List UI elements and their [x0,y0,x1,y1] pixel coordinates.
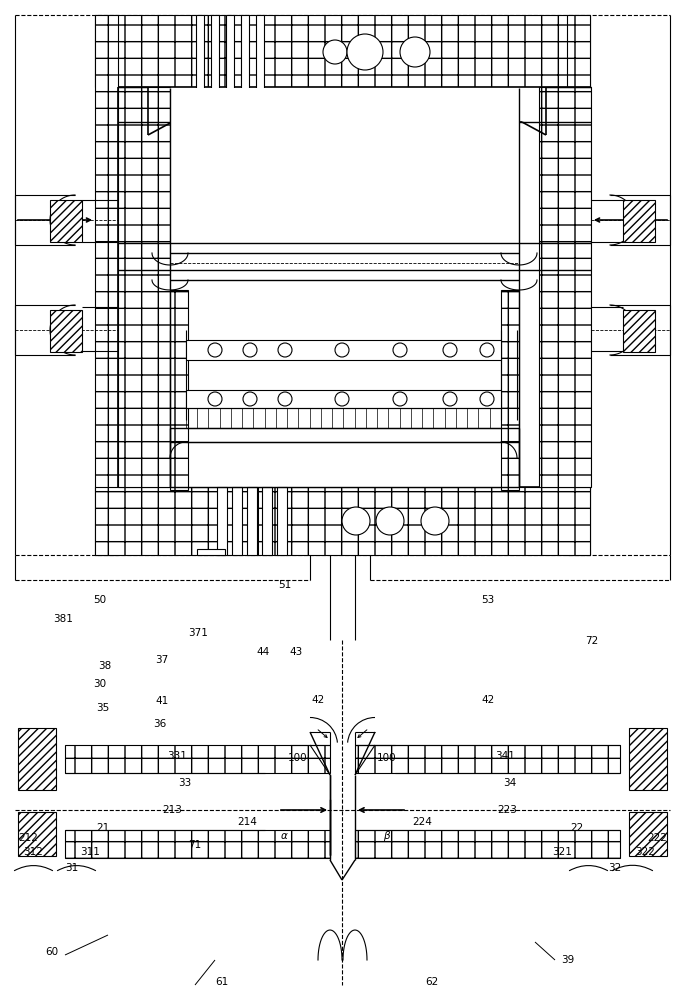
Circle shape [393,392,407,406]
Text: 322: 322 [635,847,655,857]
Text: 331: 331 [167,751,187,761]
Circle shape [421,507,449,535]
Circle shape [376,507,404,535]
Text: 22: 22 [571,823,584,833]
Bar [629,728,667,790]
Text: 341: 341 [495,751,515,761]
Bar [226,15,234,100]
Circle shape [400,37,430,67]
Circle shape [443,343,457,357]
Text: 212: 212 [18,833,38,843]
Text: 312: 312 [23,847,43,857]
Text: 72: 72 [586,636,599,646]
Bar [50,310,82,352]
Circle shape [243,343,257,357]
Circle shape [480,343,494,357]
Text: 51: 51 [278,580,292,590]
Circle shape [342,507,370,535]
Bar [170,253,519,283]
Text: β: β [383,831,389,841]
Circle shape [243,392,257,406]
Bar [118,87,567,487]
Circle shape [335,392,349,406]
Bar [539,87,591,487]
Text: 62: 62 [425,977,438,987]
Bar [196,15,204,100]
Bar [277,487,287,555]
Circle shape [208,392,222,406]
Circle shape [347,34,383,70]
Text: 35: 35 [97,703,110,713]
Text: α: α [281,831,288,841]
Text: 38: 38 [99,661,112,671]
Bar [247,487,257,555]
Text: 53: 53 [482,595,495,605]
Text: 50: 50 [93,595,107,605]
Bar [186,340,501,360]
Text: 41: 41 [155,696,169,706]
Bar [355,745,620,773]
Bar [18,812,56,856]
Text: 32: 32 [608,863,621,873]
Bar [355,830,620,858]
Text: 100: 100 [377,753,397,763]
Bar [65,745,330,773]
Bar [197,549,225,555]
Text: 39: 39 [562,955,575,965]
Bar [95,15,590,87]
Bar [567,15,590,555]
Text: 42: 42 [482,695,495,705]
Text: 222: 222 [647,833,667,843]
Bar [256,15,264,100]
Text: 224: 224 [412,817,432,827]
Circle shape [335,343,349,357]
Circle shape [443,392,457,406]
Text: 43: 43 [289,647,303,657]
Circle shape [323,40,347,64]
Bar [186,390,501,408]
Bar [50,200,82,242]
Bar [211,15,219,100]
Bar [118,87,170,487]
Text: 33: 33 [178,778,192,788]
Circle shape [278,392,292,406]
Bar [501,290,519,490]
Text: 44: 44 [256,647,270,657]
Text: 36: 36 [153,719,166,729]
Text: 71: 71 [188,840,201,850]
Text: 30: 30 [93,679,107,689]
Bar [95,15,118,555]
Circle shape [208,343,222,357]
Bar [170,290,188,490]
Text: 100: 100 [288,753,308,763]
Bar [629,812,667,856]
Text: 311: 311 [80,847,100,857]
Text: 321: 321 [552,847,572,857]
Bar [241,15,249,100]
Text: 21: 21 [97,823,110,833]
Bar [95,487,590,555]
Bar [623,200,655,242]
Text: 61: 61 [215,977,229,987]
Text: 31: 31 [65,863,79,873]
Text: 214: 214 [237,817,257,827]
Bar [232,487,242,555]
Text: 381: 381 [53,614,73,624]
Text: 37: 37 [155,655,169,665]
Text: 371: 371 [188,628,208,638]
Text: 60: 60 [45,947,58,957]
Bar [623,310,655,352]
Text: 213: 213 [162,805,182,815]
Bar [170,88,519,488]
Bar [262,487,272,555]
Text: 34: 34 [503,778,516,788]
Text: 223: 223 [497,805,517,815]
Bar [65,830,330,858]
Bar [18,728,56,790]
Bar [217,487,227,555]
Circle shape [393,343,407,357]
Circle shape [480,392,494,406]
Circle shape [278,343,292,357]
Text: 42: 42 [312,695,325,705]
